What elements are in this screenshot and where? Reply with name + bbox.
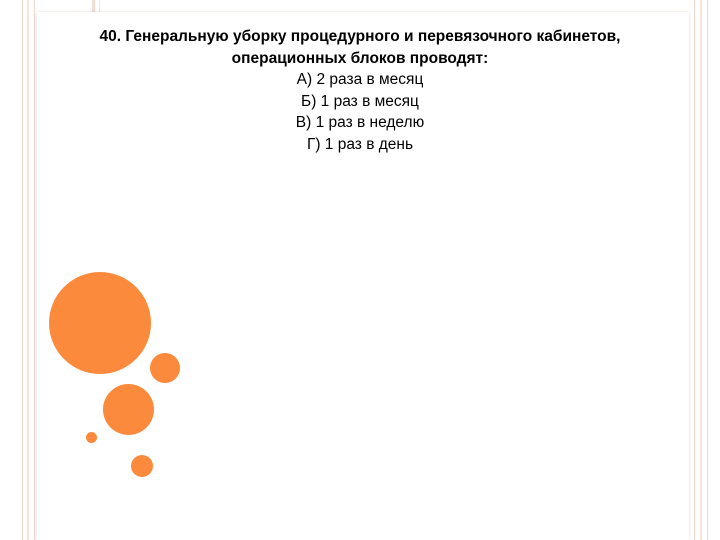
content-card [37, 12, 689, 540]
answer-option-c: В) 1 раз в неделю [295, 114, 425, 131]
right-stripe [707, 0, 708, 540]
question-block: 40. Генеральную уборку процедурного и пе… [40, 26, 680, 155]
answer-option-d: Г) 1 раз в день [306, 135, 414, 153]
left-stripe [34, 0, 35, 540]
right-stripe [694, 0, 695, 540]
answer-option-b: Б) 1 раз в месяц [301, 92, 419, 110]
decorative-circle-small [150, 353, 180, 383]
left-stripe [27, 0, 29, 540]
question-title-line2: операционных блоков проводят: [231, 49, 489, 67]
decorative-circle-large [49, 272, 151, 374]
question-title-line1: 40. Генеральную уборку процедурного и пе… [99, 28, 621, 45]
left-stripe [22, 0, 23, 540]
decorative-circle-medium [103, 384, 154, 435]
answer-option-a: А) 2 раза в месяц [296, 71, 424, 88]
decorative-circle-small [131, 455, 153, 477]
right-stripe [700, 0, 702, 540]
decorative-circle-tiny [86, 432, 97, 443]
